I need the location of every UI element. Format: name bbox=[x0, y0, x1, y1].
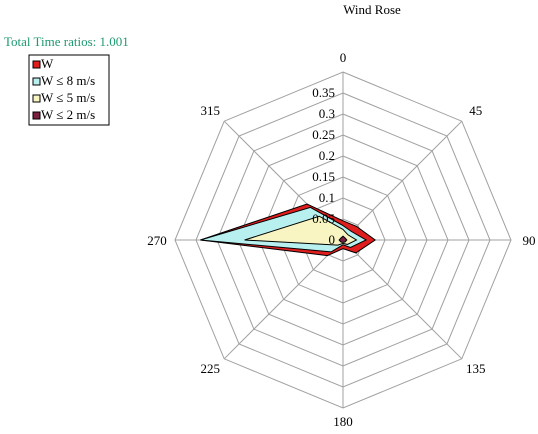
radial-tick-label: 0.35 bbox=[312, 85, 335, 100]
legend-label: W ≤ 2 m/s bbox=[41, 107, 95, 122]
direction-label: 45 bbox=[469, 103, 482, 118]
legend-label: W ≤ 5 m/s bbox=[41, 90, 95, 105]
legend-swatch bbox=[32, 77, 41, 86]
series-layer bbox=[200, 203, 377, 257]
legend-swatch bbox=[32, 94, 41, 103]
grid-spoke bbox=[223, 239, 344, 360]
radial-tick-label: 0.1 bbox=[319, 190, 335, 205]
radial-tick-label: 0.25 bbox=[312, 127, 335, 142]
legend: W W ≤ 8 m/s W ≤ 5 m/s W ≤ 2 m/s bbox=[28, 54, 110, 126]
grid-spoke bbox=[342, 239, 463, 360]
series-polygon-3 bbox=[338, 235, 348, 243]
radial-tick-label: 0.05 bbox=[312, 211, 335, 226]
direction-label: 225 bbox=[200, 361, 220, 376]
series-polygon-2 bbox=[244, 215, 358, 246]
direction-label: 270 bbox=[147, 233, 167, 248]
legend-swatch bbox=[32, 111, 41, 120]
legend-box bbox=[28, 54, 110, 126]
radial-tick-label: 0.3 bbox=[319, 106, 335, 121]
total-time-ratios: Total Time ratios: 1.001 bbox=[4, 34, 129, 49]
direction-label: 0 bbox=[340, 50, 347, 65]
radial-tick-labels: 0 0.05 0.1 0.15 0.2 0.25 0.3 0.35 bbox=[312, 85, 335, 247]
legend-swatch bbox=[32, 60, 41, 69]
legend-label: W ≤ 8 m/s bbox=[41, 73, 95, 88]
direction-labels: 0 45 90 135 180 225 270 315 bbox=[147, 50, 535, 429]
grid-spoke bbox=[342, 120, 463, 241]
direction-label: 180 bbox=[333, 414, 353, 429]
radial-tick-label: 0.2 bbox=[319, 148, 335, 163]
direction-label: 90 bbox=[523, 233, 536, 248]
radial-tick-label: 0 bbox=[329, 232, 336, 247]
direction-label: 135 bbox=[466, 361, 486, 376]
legend-label: W bbox=[41, 56, 54, 71]
radial-tick-label: 0.15 bbox=[312, 169, 335, 184]
direction-label: 315 bbox=[200, 103, 220, 118]
chart-title: Wind Rose bbox=[343, 2, 401, 17]
